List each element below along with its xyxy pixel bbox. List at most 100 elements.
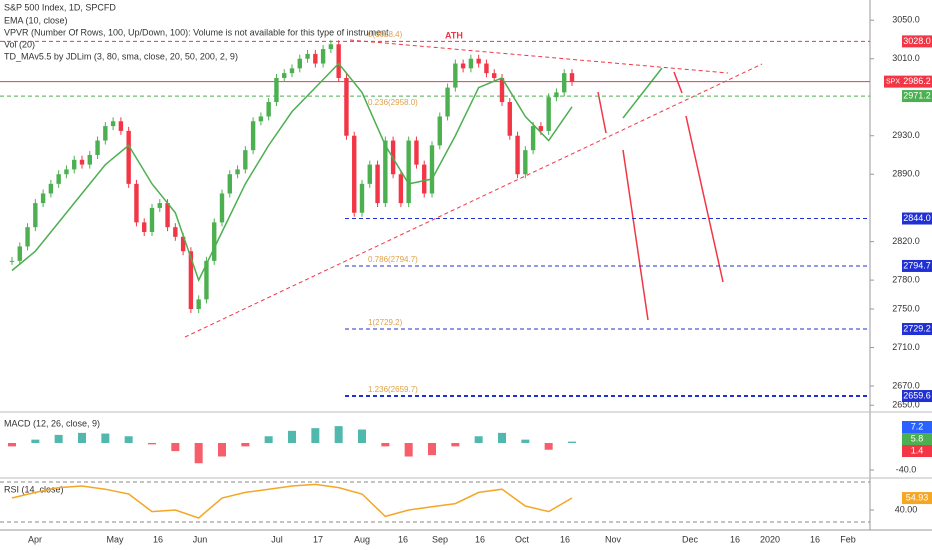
macd-value: 1.4 <box>911 445 924 455</box>
candle-body <box>56 174 61 184</box>
candle-body <box>352 135 357 213</box>
candle-body <box>149 207 155 232</box>
candle-body <box>72 159 77 170</box>
macd-title: MACD (12, 26, close, 9) <box>4 418 100 428</box>
candle-body <box>87 154 92 165</box>
macd-bar <box>194 443 203 464</box>
candle-body <box>453 63 458 88</box>
macd-value-box <box>902 421 932 433</box>
candle-body <box>48 183 54 194</box>
candle-body <box>523 150 528 175</box>
candle-body <box>515 135 520 175</box>
macd-value: 7.2 <box>911 421 924 431</box>
fib-label: 1(2729.2) <box>368 318 403 327</box>
macd-bar <box>288 430 296 443</box>
y-tick-label: 2650.0 <box>892 400 920 410</box>
x-tick-label: Apr <box>28 534 42 544</box>
macd-bar <box>8 443 16 447</box>
macd-bar <box>428 443 436 456</box>
candle-body <box>297 58 302 69</box>
candle-body <box>204 260 209 300</box>
candle-body <box>243 150 248 170</box>
price-label: 2986.2 <box>903 76 931 86</box>
candle-body <box>266 102 271 117</box>
candle-body <box>313 53 318 64</box>
x-tick-label: 16 <box>475 534 485 544</box>
candle-body <box>289 68 295 74</box>
candle-body <box>219 193 225 223</box>
rsi-line <box>11 483 573 519</box>
x-tick-label: Sep <box>432 534 448 544</box>
candle-body <box>499 77 505 103</box>
rsi-tick: 40.00 <box>895 504 918 514</box>
symbol-box <box>884 75 902 88</box>
macd-bar <box>358 429 366 443</box>
macd-bar <box>171 443 180 452</box>
candle-body <box>460 63 466 69</box>
candle-body <box>33 203 38 228</box>
candle-body <box>569 73 575 82</box>
x-tick-label: 16 <box>398 534 408 544</box>
price-label: 3028.0 <box>903 36 931 46</box>
candle-body <box>258 116 264 122</box>
x-tick-label: 16 <box>730 534 740 544</box>
fib-label: 0(3028.4) <box>368 30 403 39</box>
rsi-value-box <box>902 492 932 505</box>
candle-body <box>538 126 544 131</box>
macd-bar <box>544 443 553 450</box>
macd-bar <box>521 439 530 443</box>
candle-body <box>328 44 334 50</box>
price-label: 2794.7 <box>903 260 931 270</box>
candle-body <box>468 58 474 69</box>
y-tick-label: 2670.0 <box>892 380 920 390</box>
price-box <box>902 259 932 272</box>
x-tick-label: May <box>106 534 124 544</box>
x-tick-label: 2020 <box>760 534 780 544</box>
y-tick-label: 2780.0 <box>892 274 920 284</box>
price-box <box>902 212 932 225</box>
price-label: 2971.2 <box>903 90 931 100</box>
candle-body <box>398 174 404 204</box>
macd-bar <box>334 426 343 443</box>
chart-title: S&P 500 Index, 1D, SPCFD <box>4 2 116 12</box>
rsi-title: RSI (14, close) <box>4 484 64 494</box>
price-label: 2844.0 <box>903 213 931 223</box>
candle-body <box>375 164 380 204</box>
candle-body <box>274 77 279 103</box>
candle-body <box>336 44 341 78</box>
price-box <box>902 323 932 336</box>
y-tick-label: 2930.0 <box>892 130 920 140</box>
candle-body <box>17 246 22 261</box>
legend-line: EMA (10, close) <box>4 15 68 25</box>
candle-body <box>344 77 349 136</box>
candle-body <box>212 222 217 261</box>
price-label: 2659.6 <box>903 390 931 400</box>
x-tick-label: 17 <box>313 534 323 544</box>
candle-body <box>492 73 497 78</box>
candle-body <box>546 97 551 131</box>
fib-label: 0.236(2958.0) <box>368 98 418 107</box>
x-tick-label: 16 <box>560 534 570 544</box>
fib-label: 0.786(2794.7) <box>368 255 418 264</box>
legend-line: Vol (20) <box>4 39 35 49</box>
macd-bar <box>78 432 86 443</box>
price-box <box>902 75 932 88</box>
macd-bar <box>381 443 390 447</box>
macd-bar <box>264 436 273 443</box>
candle-body <box>250 121 256 151</box>
y-tick-label: 2890.0 <box>892 169 920 179</box>
legend-line: TD_MAv5.5 by JDLim (3, 80, sma, close, 2… <box>4 51 238 61</box>
candle-body <box>530 126 536 151</box>
macd-bar <box>311 428 320 443</box>
rsi-value: 54.93 <box>906 492 929 502</box>
candle-body <box>40 193 46 204</box>
y-tick-label: 2820.0 <box>892 236 920 246</box>
x-tick-label: Jun <box>193 534 208 544</box>
x-tick-label: 16 <box>153 534 163 544</box>
candle-body <box>173 227 178 237</box>
candle-body <box>445 87 450 117</box>
candle-body <box>429 145 435 194</box>
candle-body <box>383 140 388 204</box>
x-tick-label: Oct <box>515 534 530 544</box>
